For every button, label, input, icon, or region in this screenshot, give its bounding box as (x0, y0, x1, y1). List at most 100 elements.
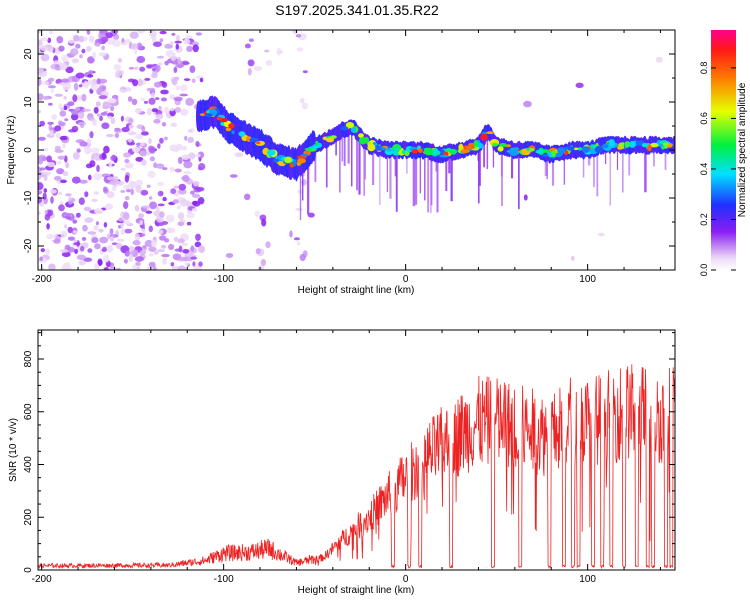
heatmap-cell (84, 217, 94, 223)
heatmap-cell (244, 193, 251, 200)
heatmap-cell (113, 64, 122, 71)
heatmap-cell (90, 147, 100, 154)
heatmap-cell (379, 147, 381, 205)
heatmap-cell (278, 50, 284, 54)
heatmap-cell (83, 257, 93, 262)
heatmap-cell (183, 160, 193, 169)
heatmap-x-tick-label: -100 (214, 274, 234, 285)
heatmap-cell (194, 241, 202, 248)
heatmap-cell (195, 141, 200, 147)
heatmap-cell (307, 153, 310, 215)
heatmap-cell (140, 97, 145, 101)
heatmap-cell (177, 258, 185, 262)
heatmap-cell (71, 176, 81, 184)
heatmap-cell (101, 122, 110, 129)
heatmap-cell (53, 175, 62, 181)
heatmap-cell (571, 255, 575, 261)
heatmap-cell (395, 150, 398, 212)
heatmap-cell (75, 43, 81, 49)
heatmap-cell (43, 188, 48, 193)
heatmap-cell (424, 150, 426, 201)
heatmap-cell (116, 267, 121, 270)
heatmap-cell (161, 122, 167, 127)
heatmap-cell (296, 241, 301, 246)
heatmap-cell (178, 189, 187, 195)
heatmap-cell (124, 175, 130, 183)
heatmap-cell (81, 93, 87, 102)
heatmap-cell (478, 145, 480, 204)
heatmap-cell (97, 259, 103, 266)
heatmap-cell (38, 44, 45, 49)
heatmap-cell (155, 163, 165, 169)
colorbar-label: Normalized spectral amplitude (737, 82, 748, 217)
heatmap-cell (381, 146, 386, 151)
heatmap-cell (204, 113, 213, 117)
heatmap-cell (672, 135, 675, 152)
heatmap-cell (58, 191, 62, 196)
heatmap-cell (308, 146, 319, 149)
heatmap-cell (89, 131, 94, 139)
heatmap-cell (128, 138, 133, 143)
heatmap-cell (216, 116, 222, 121)
heatmap-cell (157, 203, 165, 207)
heatmap-cell (190, 245, 195, 252)
heatmap-cell (46, 223, 50, 230)
heatmap-cell (110, 235, 114, 242)
heatmap-cell (58, 62, 68, 71)
heatmap-cell (199, 77, 204, 83)
heatmap-cell (418, 148, 423, 154)
heatmap-cell (509, 147, 519, 152)
heatmap-cell (157, 249, 165, 253)
heatmap-cell (54, 64, 60, 69)
heatmap-cell (67, 236, 76, 241)
heatmap-cell (261, 218, 267, 227)
heatmap-cell (189, 65, 196, 73)
heatmap-cell (244, 43, 251, 49)
heatmap-cell (39, 167, 46, 171)
heatmap-cell (87, 231, 97, 235)
heatmap-cell (98, 52, 107, 57)
heatmap-cell (87, 56, 95, 64)
heatmap-y-tick-label: -20 (23, 238, 34, 253)
heatmap-cell (80, 245, 85, 252)
heatmap-cell (139, 66, 146, 72)
heatmap-cell (432, 147, 438, 155)
heatmap-cell (186, 45, 193, 52)
heatmap-cell (131, 98, 138, 106)
heatmap-cell (180, 108, 189, 116)
heatmap-cell (120, 189, 126, 193)
heatmap-cell (144, 77, 151, 81)
heatmap-cell (486, 131, 494, 135)
heatmap-cell (157, 62, 163, 66)
heatmap-cell (602, 143, 609, 149)
heatmap-cell (596, 147, 599, 197)
heatmap-cell (301, 102, 308, 110)
heatmap-cell (170, 188, 177, 195)
heatmap-cell (133, 66, 139, 70)
heatmap-cell (120, 167, 126, 171)
heatmap-cell (83, 206, 92, 212)
heatmap-cell (175, 43, 179, 50)
heatmap-x-tick-label: 0 (403, 274, 409, 285)
heatmap-cell (386, 149, 388, 193)
heatmap-cell (93, 191, 99, 195)
heatmap-cell (81, 48, 86, 54)
heatmap-cell (146, 107, 152, 116)
heatmap-cell (73, 34, 80, 42)
heatmap-cell (47, 121, 54, 125)
heatmap-cell (161, 244, 167, 249)
heatmap-cell (79, 141, 88, 147)
heatmap-cell (72, 219, 78, 224)
snr-x-tick-label: -200 (32, 574, 52, 585)
heatmap-cell (393, 147, 400, 153)
heatmap-cell (50, 89, 55, 93)
heatmap-cell (292, 159, 297, 167)
heatmap-cell (175, 34, 180, 43)
heatmap-cell (304, 147, 312, 151)
heatmap-cell (458, 143, 464, 151)
heatmap-cell (65, 162, 70, 169)
heatmap-cell (42, 148, 49, 152)
heatmap-cell (151, 72, 158, 79)
heatmap-cell (142, 205, 151, 209)
heatmap-cell (127, 96, 133, 102)
